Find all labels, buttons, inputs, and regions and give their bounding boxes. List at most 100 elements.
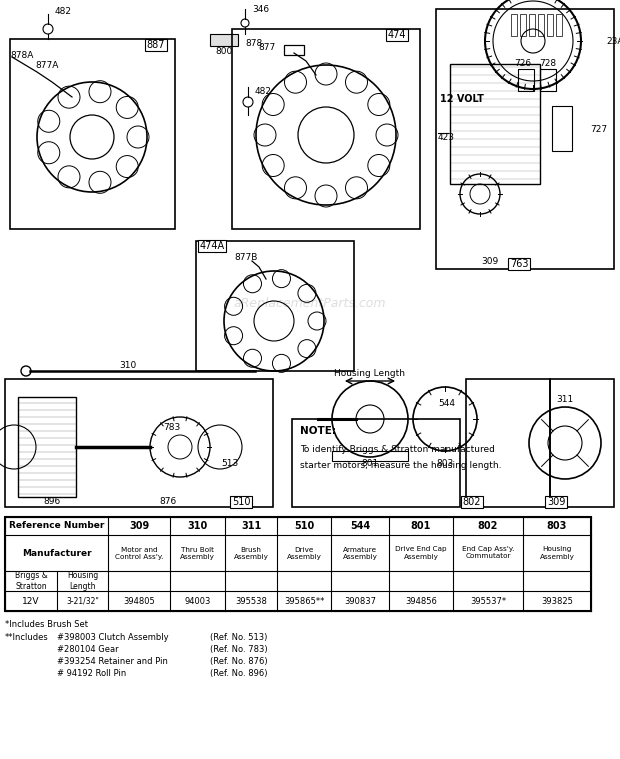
- Text: 311: 311: [241, 521, 261, 531]
- Text: 394805: 394805: [123, 597, 155, 606]
- Text: 482: 482: [55, 7, 72, 15]
- Bar: [10, 39, 175, 229]
- Text: End Cap Ass'y.
Commutator: End Cap Ass'y. Commutator: [462, 546, 514, 559]
- Text: Housing Length: Housing Length: [335, 370, 405, 379]
- Text: 394856: 394856: [405, 597, 437, 606]
- Text: 877A: 877A: [35, 61, 58, 70]
- Text: 510: 510: [294, 521, 314, 531]
- Text: 474: 474: [388, 30, 406, 40]
- Text: 800: 800: [215, 48, 232, 56]
- Text: Armature
Assembly: Armature Assembly: [343, 546, 378, 559]
- Bar: [196, 241, 354, 371]
- Text: 482: 482: [255, 87, 272, 96]
- Bar: [556, 14, 562, 36]
- Text: 510: 510: [232, 497, 250, 507]
- Bar: [552, 106, 572, 151]
- Text: 802: 802: [463, 497, 481, 507]
- Bar: [550, 379, 614, 507]
- Text: Housing
Assembly: Housing Assembly: [539, 546, 575, 559]
- Text: 309: 309: [547, 497, 565, 507]
- Text: Briggs &
Stratton: Briggs & Stratton: [15, 572, 47, 591]
- Text: 395865**: 395865**: [284, 597, 324, 606]
- Text: NOTE:: NOTE:: [300, 426, 336, 436]
- Text: 763: 763: [510, 259, 528, 269]
- Text: 395537*: 395537*: [470, 597, 506, 606]
- Text: 23A: 23A: [606, 36, 620, 46]
- Text: (Ref. No. 896): (Ref. No. 896): [210, 669, 267, 678]
- Text: 727: 727: [590, 124, 607, 134]
- Text: 877B: 877B: [234, 253, 258, 262]
- Text: 544: 544: [350, 521, 370, 531]
- Text: 393825: 393825: [541, 597, 573, 606]
- Text: 544: 544: [438, 398, 456, 408]
- Text: (Ref. No. 783): (Ref. No. 783): [210, 645, 268, 654]
- Text: 783: 783: [164, 423, 180, 432]
- Bar: [18, 397, 76, 497]
- Text: Manufacturer: Manufacturer: [22, 549, 91, 558]
- Text: Drive End Cap
Assembly: Drive End Cap Assembly: [395, 546, 447, 559]
- Bar: [232, 29, 420, 229]
- Text: 801: 801: [411, 521, 431, 531]
- Bar: [466, 379, 550, 507]
- Bar: [5, 379, 273, 507]
- Text: Thru Bolt
Assembly: Thru Bolt Assembly: [180, 546, 215, 559]
- Text: 896: 896: [43, 497, 61, 506]
- Text: 887: 887: [147, 40, 166, 50]
- Text: 728: 728: [539, 58, 557, 68]
- Bar: [436, 9, 614, 269]
- Text: 877: 877: [259, 43, 276, 52]
- Text: **Includes: **Includes: [5, 633, 49, 642]
- Bar: [518, 69, 534, 91]
- Text: 803: 803: [436, 458, 454, 468]
- Bar: [538, 14, 544, 36]
- Text: 726: 726: [515, 58, 531, 68]
- Text: 12 VOLT: 12 VOLT: [440, 94, 484, 104]
- Text: (Ref. No. 513): (Ref. No. 513): [210, 633, 267, 642]
- Bar: [292, 419, 460, 507]
- Text: 3-21/32": 3-21/32": [66, 597, 99, 606]
- Bar: [284, 45, 304, 55]
- Bar: [520, 14, 526, 36]
- Text: #398003 Clutch Assembly: #398003 Clutch Assembly: [57, 633, 169, 642]
- Text: # 94192 Roll Pin: # 94192 Roll Pin: [57, 669, 126, 678]
- Text: *Includes Brush Set: *Includes Brush Set: [5, 620, 88, 629]
- Text: 513: 513: [221, 458, 239, 468]
- Bar: [547, 14, 553, 36]
- Text: 309: 309: [481, 257, 498, 266]
- Text: Motor and
Control Ass'y.: Motor and Control Ass'y.: [115, 546, 163, 559]
- Text: To identify Briggs & Stratton manufactured: To identify Briggs & Stratton manufactur…: [300, 445, 495, 453]
- Text: 346: 346: [252, 5, 269, 14]
- Text: 310: 310: [120, 361, 136, 370]
- Text: aReplacementParts.com: aReplacementParts.com: [234, 298, 386, 310]
- Text: 94003: 94003: [184, 597, 211, 606]
- Text: 12V: 12V: [22, 597, 40, 606]
- Text: 474A: 474A: [200, 241, 224, 251]
- Text: 395538: 395538: [235, 597, 267, 606]
- Text: 802: 802: [478, 521, 498, 531]
- Text: 803: 803: [547, 521, 567, 531]
- Text: 876: 876: [159, 497, 177, 506]
- Text: starter motors, measure the housing length.: starter motors, measure the housing leng…: [300, 461, 502, 470]
- Text: Drive
Assembly: Drive Assembly: [286, 546, 321, 559]
- Bar: [332, 451, 408, 461]
- Bar: [5, 517, 591, 611]
- Text: #280104 Gear: #280104 Gear: [57, 645, 118, 654]
- Text: 801: 801: [361, 458, 379, 468]
- Bar: [529, 14, 535, 36]
- Text: 309: 309: [129, 521, 149, 531]
- Bar: [450, 64, 540, 184]
- Text: 878: 878: [245, 39, 262, 49]
- Text: (Ref. No. 876): (Ref. No. 876): [210, 657, 268, 666]
- Text: Housing
Length: Housing Length: [67, 572, 98, 591]
- Text: 878A: 878A: [10, 51, 33, 59]
- Text: Brush
Assembly: Brush Assembly: [234, 546, 268, 559]
- Bar: [511, 14, 517, 36]
- Text: 311: 311: [556, 395, 574, 404]
- Text: #393254 Retainer and Pin: #393254 Retainer and Pin: [57, 657, 168, 666]
- Text: 390837: 390837: [344, 597, 376, 606]
- Text: 310: 310: [187, 521, 208, 531]
- Text: Reference Number: Reference Number: [9, 521, 104, 531]
- Bar: [210, 34, 238, 46]
- Text: 423: 423: [438, 133, 455, 141]
- Bar: [540, 69, 556, 91]
